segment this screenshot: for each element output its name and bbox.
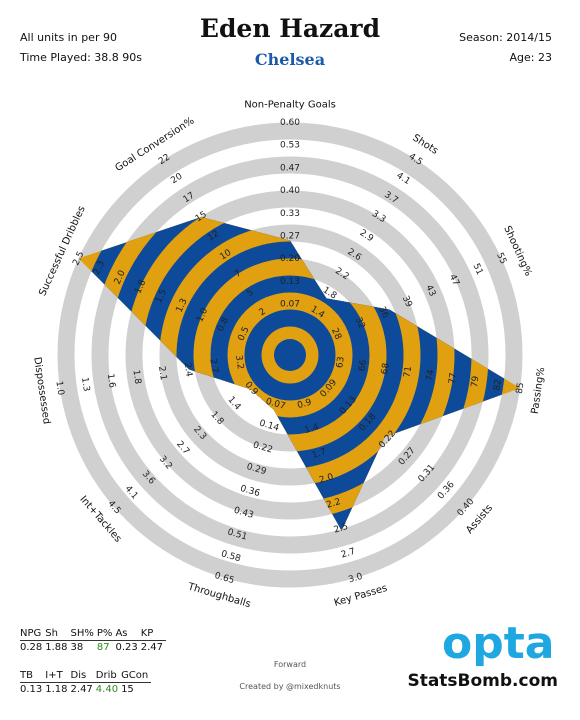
stat-header: SH% (70, 627, 97, 641)
tick-label: 0.20 (280, 254, 300, 264)
radar-center (274, 339, 306, 371)
tick-label: 43 (423, 284, 437, 299)
radar-ring (57, 122, 523, 588)
tick-label: 1.6 (105, 373, 117, 389)
tick-label: 66 (358, 359, 370, 372)
axis-label: Passing% (530, 367, 548, 415)
tick-label: 7 (233, 269, 243, 281)
tick-label: 3.0 (347, 572, 364, 586)
stats-table-top: NPG Sh SH% P% As KP 0.28 1.88 38 87 0.23… (20, 627, 166, 654)
position-label: Forward (273, 660, 307, 669)
tick-label: 1.7 (311, 447, 328, 461)
tick-label: 68 (380, 362, 392, 375)
tick-label: 1.3 (79, 377, 91, 393)
stat-value: 1.18 (45, 684, 68, 695)
stats-table-bottom: TB I+T Dis Drib GCon 0.13 1.18 2.47 4.40… (20, 669, 152, 697)
tick-label: 1.0 (53, 380, 65, 396)
tick-label: 85 (515, 382, 527, 395)
tick-label: 2.5 (333, 522, 350, 536)
stat-header: As (115, 627, 141, 641)
credit-label: Created by @mixedknuts (239, 682, 341, 691)
tick-label: 79 (470, 375, 482, 388)
stat-value: 4.40 (95, 684, 119, 695)
season: Season: 2014/15 (459, 31, 552, 44)
tick-label: 0.53 (280, 141, 300, 151)
tick-label: 36 (376, 305, 390, 320)
tick-label: 51 (471, 262, 485, 277)
axis-label: Non-Penalty Goals (244, 100, 336, 111)
tick-label: 0.47 (280, 163, 300, 173)
tick-label: 2.4 (182, 362, 194, 378)
tick-label: 2 (258, 307, 268, 319)
stat-header: Drib (95, 669, 122, 683)
tick-label: 39 (400, 294, 414, 309)
tick-label: 0.27 (280, 231, 300, 241)
tick-label: 0.07 (280, 300, 300, 310)
tick-label: 77 (448, 372, 460, 385)
stat-value: 38 (70, 642, 84, 653)
tick-label: 2.1 (156, 366, 168, 382)
tick-label: 32 (353, 316, 367, 331)
tick-label: 0.33 (280, 209, 300, 219)
stat-header: NPG (20, 627, 46, 641)
opta-logo-text: opta (442, 618, 554, 666)
tick-label: 71 (403, 366, 415, 379)
stats-value-row: 0.28 1.88 38 87 0.23 2.47 (20, 641, 166, 655)
stat-value: 15 (121, 684, 134, 695)
statsbomb-logo: StatsBomb.com (407, 671, 558, 691)
opta-logo: opta (442, 618, 554, 666)
age: Age: 23 (509, 51, 552, 64)
tick-label: 2.7 (340, 547, 357, 561)
header-right: Season: 2014/15 Age: 23 (459, 28, 552, 68)
stat-header: TB (20, 669, 46, 683)
tick-label: 0.40 (280, 186, 300, 196)
stat-value: 0.13 (20, 684, 43, 695)
stat-header: P% (96, 627, 116, 641)
stat-header: KP (140, 627, 166, 641)
tick-label: 0.13 (280, 277, 300, 287)
tick-label: 2.0 (318, 472, 335, 486)
stats-header-row: TB I+T Dis Drib GCon (20, 669, 152, 683)
tick-label: 1.8 (130, 369, 142, 385)
time-played: Time Played: 38.8 90s (20, 51, 143, 64)
stat-header: I+T (45, 669, 71, 683)
tick-label: 0.60 (280, 118, 300, 128)
team-name: Chelsea (254, 50, 326, 69)
stat-value: 2.47 (70, 684, 93, 695)
tick-label: 3.2 (233, 355, 245, 371)
tick-label: 55 (494, 251, 508, 266)
tick-label: 5 (245, 288, 255, 300)
player-name: Eden Hazard (199, 14, 381, 43)
stat-value: 0.23 (115, 642, 138, 653)
tick-label: 74 (425, 369, 437, 382)
axis-label: Dispossessed (31, 356, 52, 425)
stats-value-row: 0.13 1.18 2.47 4.40 15 (20, 683, 151, 697)
stat-value: 2.47 (140, 642, 163, 653)
radar-ring (91, 156, 489, 554)
tick-label: 1.4 (304, 422, 321, 436)
stat-value: 87 (96, 642, 110, 653)
tick-label: 63 (335, 356, 347, 369)
tick-label: 2.7 (207, 358, 219, 374)
axis-label: Key Passes (333, 583, 389, 609)
header-left: All units in per 90 Time Played: 38.8 90… (20, 28, 142, 68)
stat-header: Dis (70, 669, 96, 683)
tick-label: 2.2 (325, 497, 342, 511)
stat-header: GCon (121, 669, 152, 683)
tick-label: 82 (492, 379, 504, 392)
stat-value: 1.88 (45, 642, 68, 653)
tick-label: 47 (447, 273, 461, 288)
axis-label: Throughballs (186, 581, 252, 610)
tick-label: 28 (329, 327, 343, 342)
tick-label: 0.9 (296, 397, 313, 411)
stat-value: 0.28 (20, 642, 43, 653)
units-note: All units in per 90 (20, 31, 117, 44)
stat-header: Sh (45, 627, 71, 641)
stats-header-row: NPG Sh SH% P% As KP (20, 627, 166, 641)
